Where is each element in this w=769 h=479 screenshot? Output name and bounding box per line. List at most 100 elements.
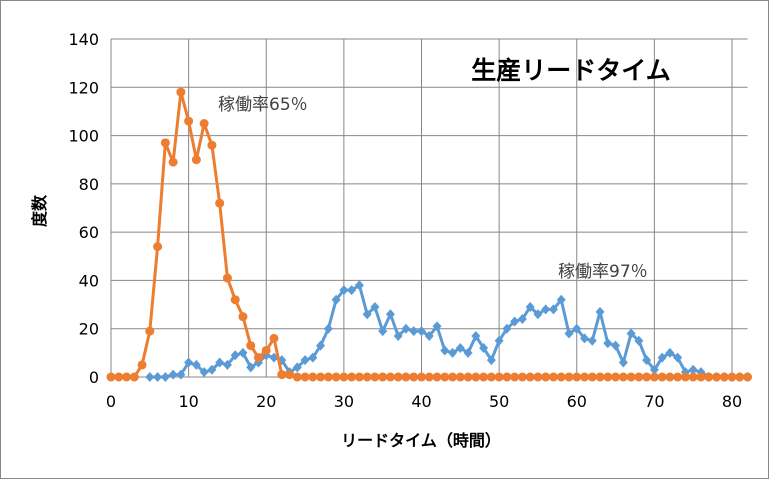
data-point	[649, 364, 659, 375]
x-tick-label: 60	[567, 392, 587, 411]
x-tick-label: 40	[411, 392, 431, 411]
data-point	[626, 372, 636, 382]
data-point	[673, 352, 683, 363]
data-point	[176, 369, 186, 380]
data-point	[494, 372, 504, 382]
data-point	[556, 294, 566, 305]
data-point	[316, 340, 326, 351]
data-point	[642, 355, 652, 366]
data-point	[580, 372, 590, 382]
data-point	[634, 372, 644, 382]
data-point	[564, 372, 574, 382]
data-point	[409, 372, 419, 382]
data-point	[455, 343, 465, 354]
data-point	[727, 372, 737, 382]
data-point	[370, 372, 380, 382]
data-point	[424, 330, 434, 341]
data-point	[184, 357, 194, 368]
data-point	[168, 369, 178, 380]
data-point	[494, 335, 504, 346]
data-point	[184, 116, 194, 126]
data-point	[331, 294, 341, 305]
data-point	[665, 372, 675, 382]
data-point	[572, 323, 582, 334]
data-point	[362, 309, 372, 320]
data-point	[580, 333, 590, 344]
annotation-utilization-97: 稼働率97％	[558, 262, 648, 282]
data-point	[471, 330, 481, 341]
data-point	[448, 347, 458, 358]
data-point	[362, 372, 372, 382]
data-point	[642, 372, 652, 382]
data-point	[222, 273, 232, 283]
data-point	[331, 372, 341, 382]
data-point	[541, 304, 551, 315]
data-point	[199, 367, 209, 378]
data-point	[704, 372, 714, 382]
data-point	[486, 372, 496, 382]
y-tick-label: 40	[79, 271, 99, 290]
x-axis-label: リードタイム（時間）	[341, 431, 501, 450]
data-point	[378, 372, 388, 382]
data-point	[191, 155, 201, 165]
data-point	[393, 330, 403, 341]
data-point	[246, 362, 256, 373]
data-point	[603, 372, 613, 382]
data-point	[191, 359, 201, 370]
data-point	[323, 323, 333, 334]
chart-title: 生産リードタイム	[471, 56, 671, 85]
data-point	[168, 157, 178, 167]
data-point	[160, 138, 170, 148]
data-point	[502, 323, 512, 334]
data-point	[316, 372, 326, 382]
y-tick-label: 140	[68, 30, 99, 49]
data-point	[308, 372, 318, 382]
data-point	[595, 372, 605, 382]
data-point	[370, 301, 380, 312]
data-point	[385, 372, 395, 382]
data-point	[401, 372, 411, 382]
data-point	[517, 372, 527, 382]
data-point	[215, 357, 225, 368]
data-point	[548, 372, 558, 382]
data-point	[432, 321, 442, 332]
data-point	[486, 355, 496, 366]
data-point	[735, 372, 745, 382]
data-point	[354, 372, 364, 382]
data-point	[525, 301, 535, 312]
data-point	[743, 372, 753, 382]
data-point	[378, 326, 388, 337]
y-tick-label: 60	[79, 223, 99, 242]
data-point	[409, 326, 419, 337]
data-point	[618, 372, 628, 382]
data-point	[657, 372, 667, 382]
data-point	[611, 340, 621, 351]
data-point	[417, 326, 426, 337]
data-point	[129, 372, 139, 382]
data-point	[292, 372, 302, 382]
data-point	[471, 372, 481, 382]
data-point	[145, 372, 155, 382]
data-point	[603, 338, 613, 349]
data-point	[300, 372, 310, 382]
data-point	[463, 347, 473, 358]
data-point	[300, 355, 310, 366]
data-point	[153, 242, 163, 252]
data-point	[572, 372, 582, 382]
data-point	[385, 309, 395, 320]
data-point	[160, 372, 170, 382]
x-tick-label: 50	[489, 392, 509, 411]
data-point	[347, 372, 357, 382]
data-point	[657, 352, 667, 363]
data-point	[649, 372, 659, 382]
data-point	[339, 372, 349, 382]
data-point	[354, 280, 364, 291]
data-point	[618, 357, 628, 368]
y-tick-label: 100	[68, 127, 99, 146]
data-point	[106, 372, 116, 382]
data-point	[401, 323, 411, 334]
data-point	[564, 328, 574, 339]
data-point	[688, 364, 698, 375]
x-tick-label: 0	[106, 392, 116, 411]
